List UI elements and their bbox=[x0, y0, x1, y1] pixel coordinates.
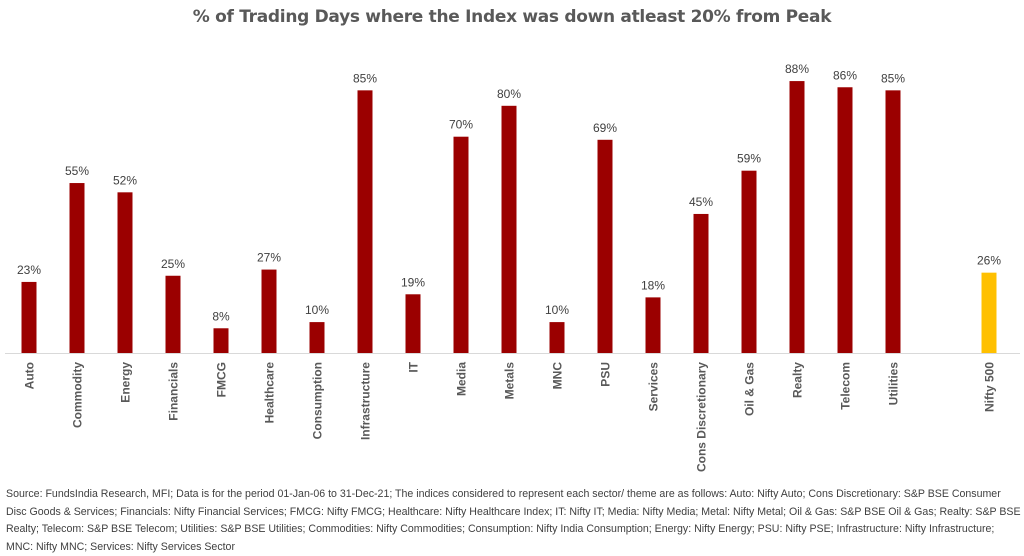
bar-infrastructure bbox=[357, 90, 373, 353]
data-label: 10% bbox=[305, 303, 329, 317]
x-tick-label: Cons Discretionary bbox=[695, 362, 709, 472]
source-note: Source: FundsIndia Research, MFI; Data i… bbox=[6, 488, 1021, 553]
x-tick-label: Metals bbox=[503, 362, 517, 400]
bar-fmcg bbox=[213, 328, 229, 353]
bar-oil-gas bbox=[741, 170, 757, 353]
bar-chart: 23% Auto 55% Commodity 52% Energy 25% Financial… bbox=[5, 62, 1020, 472]
data-label: 85% bbox=[353, 71, 377, 85]
data-label: 69% bbox=[593, 121, 617, 135]
x-tick-label: PSU bbox=[599, 362, 613, 387]
data-label: 86% bbox=[833, 68, 857, 82]
x-tick-label: Consumption bbox=[311, 362, 325, 439]
data-label: 59% bbox=[737, 152, 761, 166]
data-label: 52% bbox=[113, 173, 137, 187]
data-label: 18% bbox=[641, 278, 665, 292]
data-label: 55% bbox=[65, 164, 89, 178]
data-label: 26% bbox=[977, 254, 1001, 268]
x-tick-label: Services bbox=[647, 362, 661, 412]
bar-nifty-500 bbox=[981, 272, 997, 353]
data-label: 80% bbox=[497, 87, 521, 101]
x-tick-label: Telecom bbox=[839, 362, 853, 410]
x-tick-label: Commodity bbox=[71, 362, 85, 428]
bar-telecom bbox=[837, 87, 853, 353]
x-tick-label: Auto bbox=[23, 362, 37, 389]
data-label: 70% bbox=[449, 118, 473, 132]
x-tick-label: Media bbox=[455, 362, 469, 396]
data-label: 8% bbox=[212, 309, 230, 323]
bar-healthcare bbox=[261, 269, 277, 353]
x-tick-label: Nifty 500 bbox=[983, 362, 997, 412]
data-label: 45% bbox=[689, 195, 713, 209]
bar-metals bbox=[501, 105, 517, 353]
x-tick-label: Financials bbox=[167, 362, 181, 421]
data-label: 10% bbox=[545, 303, 569, 317]
bar-cons-discretionary bbox=[693, 213, 709, 353]
x-tick-label: Healthcare bbox=[263, 362, 277, 424]
bar-utilities bbox=[885, 90, 901, 353]
bar-consumption bbox=[309, 322, 325, 353]
bar-media bbox=[453, 136, 469, 353]
data-label: 23% bbox=[17, 263, 41, 277]
bar-services bbox=[645, 297, 661, 353]
bar-psu bbox=[597, 139, 613, 353]
bar-commodity bbox=[69, 183, 85, 353]
x-tick-label: FMCG bbox=[215, 362, 229, 397]
bar-it bbox=[405, 294, 421, 353]
chart-title: % of Trading Days where the Index was do… bbox=[192, 7, 832, 27]
x-tick-label: Utilities bbox=[887, 362, 901, 406]
bar-auto bbox=[21, 281, 37, 353]
x-tick-label: IT bbox=[407, 361, 421, 372]
data-label: 27% bbox=[257, 251, 281, 265]
bar-financials bbox=[165, 275, 181, 353]
bar-mnc bbox=[549, 322, 565, 353]
data-label: 85% bbox=[881, 71, 905, 85]
data-label: 25% bbox=[161, 257, 185, 271]
data-label: 19% bbox=[401, 275, 425, 289]
bar-realty bbox=[789, 81, 805, 353]
x-tick-label: MNC bbox=[551, 362, 565, 390]
bar-energy bbox=[117, 192, 133, 353]
x-tick-label: Energy bbox=[119, 362, 133, 403]
x-tick-label: Infrastructure bbox=[359, 362, 373, 440]
x-tick-label: Oil & Gas bbox=[743, 362, 757, 416]
x-tick-label: Realty bbox=[791, 362, 805, 398]
data-label: 88% bbox=[785, 62, 809, 76]
